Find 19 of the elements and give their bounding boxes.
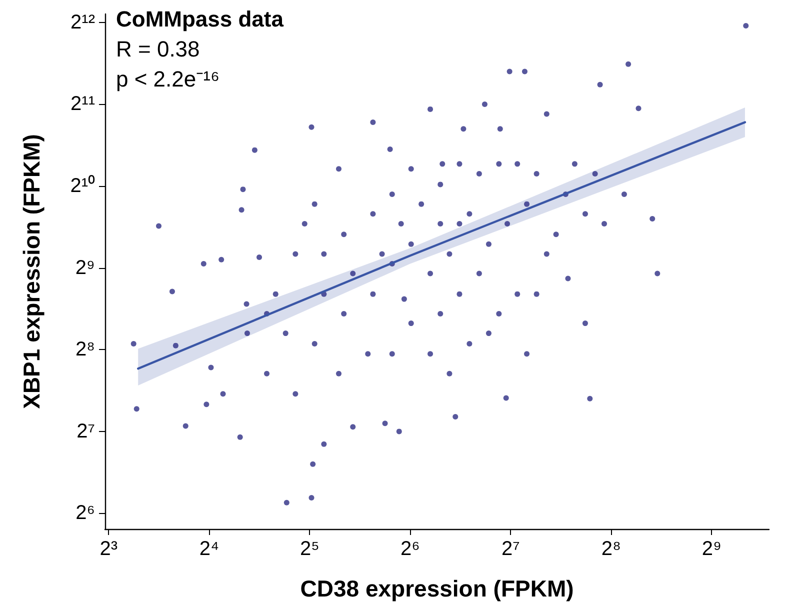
y-tick-label: 2⁷ bbox=[76, 420, 95, 442]
annotation: p < 2.2e⁻¹⁶ bbox=[116, 66, 220, 92]
x-axis-title: CD38 expression (FPKM) bbox=[300, 576, 574, 602]
annotation: CoMMpass data bbox=[116, 6, 284, 32]
x-tick-label: 2⁵ bbox=[300, 538, 320, 560]
y-tick-label: 2¹¹ bbox=[70, 93, 96, 116]
x-tick-label: 2⁸ bbox=[601, 538, 621, 560]
y-tick-label: 2⁸ bbox=[75, 338, 95, 361]
annotation: R = 0.38 bbox=[116, 36, 200, 62]
y-tick-label: 2¹⁰ bbox=[70, 174, 95, 198]
x-tick-label: 2⁹ bbox=[702, 538, 722, 560]
x-tick-label: 2⁴ bbox=[199, 538, 220, 560]
y-tick-label: 2¹² bbox=[70, 11, 96, 34]
x-tick-label: 2³ bbox=[100, 538, 118, 560]
y-tick-label: 2⁹ bbox=[75, 256, 95, 279]
y-tick-label: 2⁶ bbox=[76, 502, 95, 524]
x-tick-label: 2⁷ bbox=[502, 538, 520, 560]
y-axis-title: XBP1 expression (FPKM) bbox=[18, 134, 44, 409]
x-tick-label: 2⁶ bbox=[400, 538, 420, 560]
